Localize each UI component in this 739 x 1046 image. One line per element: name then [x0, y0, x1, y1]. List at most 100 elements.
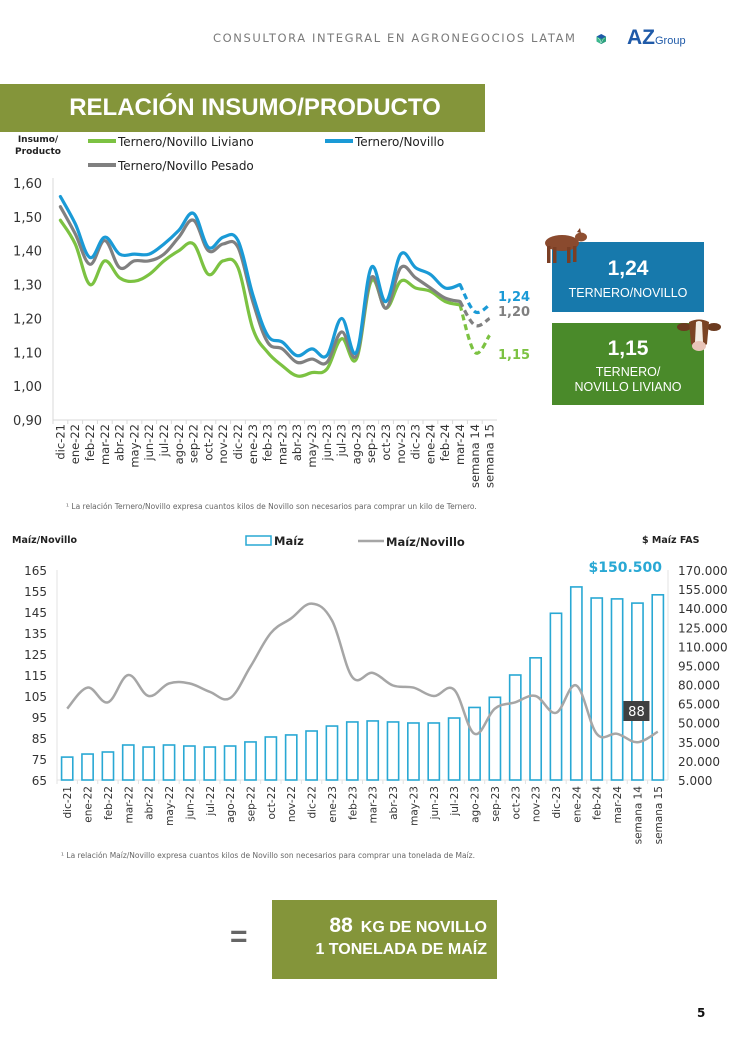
chart2-x-tick-label: ene-23 [327, 786, 339, 823]
chart2-right-tick-label: 35.000 [678, 736, 720, 750]
chart2-x-tick-label: may-22 [164, 786, 176, 826]
chart2-bar [508, 674, 522, 781]
chart2-right-tick-label: 125.000 [678, 621, 728, 635]
chart2-right-axis-title: $ Maíz FAS [642, 535, 700, 546]
chart2-left-tick-label: 65 [32, 774, 47, 788]
chart1-y-tick-label: 1,10 [13, 346, 42, 361]
chart1-x-tick-label: oct-22 [201, 424, 215, 461]
chart1-x-tick-label: ene-23 [246, 424, 260, 464]
chart2-bar [325, 725, 339, 781]
chart1-y-tick-label: 1,20 [13, 312, 42, 327]
chart2-bar [203, 746, 217, 781]
chart1-x-tick-label: ago-22 [172, 424, 186, 464]
chart1-x-tick-label: dic-22 [231, 424, 245, 460]
chart1-legend-label: Ternero/Novillo Pesado [117, 159, 254, 173]
chart2-bar [244, 741, 257, 781]
page-title: RELACIÓN INSUMO/PRODUCTO [69, 94, 441, 121]
title-banner [0, 84, 485, 132]
chart1-y-tick-label: 1,60 [13, 177, 42, 192]
chart2-x-tick-label: dic-22 [307, 786, 319, 819]
summary-line-1: 88 KG DE NOVILLO [272, 914, 487, 938]
chart2-bar [223, 745, 237, 781]
logo-wordmark: AZGroup [627, 26, 686, 50]
chart1-y-tick-label: 1,40 [13, 245, 42, 260]
chart2-x-tick-label: sep-22 [245, 786, 257, 822]
equals-sign: = [230, 920, 248, 953]
chart2-right-tick-label: 20.000 [678, 755, 720, 769]
chart1-x-tick-label: may-23 [305, 424, 319, 468]
chart2-right-tick-label: 155.000 [678, 583, 728, 597]
chart1-x-tick-label: feb-22 [83, 424, 97, 461]
chart2-bar [81, 753, 94, 781]
chart2-bar [631, 602, 644, 781]
chart2-footnote: ¹ La relación Maíz/Novillo expresa cuant… [61, 851, 476, 860]
chart2-bar [549, 612, 563, 781]
chart1-x-tick-label: dic-23 [409, 424, 423, 460]
chart2-left-tick-label: 155 [24, 585, 47, 599]
chart2-x-tick-label: oct-22 [266, 786, 278, 819]
chart2-right-tick-label: 170.000 [678, 564, 728, 578]
header-tagline: CONSULTORA INTEGRAL EN AGRONEGOCIOS LATA… [213, 31, 577, 45]
chart1-x-tick-label: nov-23 [394, 424, 408, 464]
summary-value: 88 [329, 914, 353, 937]
logo-main-text: AZ [627, 26, 655, 49]
chart2-x-tick-label: ago-23 [470, 786, 482, 823]
chart1-series-line-0 [58, 218, 462, 378]
chart2-left-tick-label: 125 [24, 648, 47, 662]
callout-ternero-novillo: 1,24 TERNERO/NOVILLO [552, 242, 704, 312]
chart2-right-tick-label: 80.000 [678, 679, 720, 693]
chart2-x-tick-label: mar-24 [612, 786, 624, 824]
chart1-x-tick-label: semana 14 [468, 424, 482, 488]
chart2-x-tick-label: abr-22 [144, 786, 156, 820]
chart2-right-tick-label: 95.000 [678, 659, 720, 673]
chart1-series-dashed-2 [458, 300, 491, 328]
chart2-x-tick-label: jun-23 [429, 786, 441, 820]
summary-line1-text: KG DE NOVILLO [360, 919, 487, 936]
chart2-x-tick-label: nov-22 [286, 786, 298, 822]
chart2-bar [366, 720, 380, 781]
chart1-series-line-2 [58, 205, 462, 366]
callout-ternero-novillo-value: 1,24 [607, 257, 649, 280]
chart2-bar [468, 706, 481, 781]
chart1-x-tick-label: jul-23 [335, 424, 349, 457]
chart2-bar [162, 744, 176, 781]
chart1-y-axis-title-1: Insumo/ [18, 135, 59, 145]
chart2-right-tick-label: 50.000 [678, 717, 720, 731]
chart1-x-tick-label: may-22 [127, 424, 141, 468]
chart2-bar [386, 721, 400, 781]
chart2-right-tick-label: 5.000 [678, 774, 712, 788]
chart1-x-tick-label: sep-23 [364, 424, 378, 463]
chart2-last-price-label: $150.500 [588, 560, 662, 576]
logo-sub-text: Group [655, 35, 686, 47]
chart2-bar [651, 594, 665, 781]
chart1-x-tick-label: ene-22 [68, 424, 82, 464]
callout-ternero-novillo-liviano: 1,15 TERNERO/ NOVILLO LIVIANO [552, 323, 704, 405]
chart1-x-tick-label: abr-22 [113, 424, 127, 461]
chart2-bar [610, 598, 624, 781]
chart2-x-tick-label: jun-22 [184, 786, 196, 820]
chart1-series [58, 194, 491, 378]
chart2-bar [60, 756, 74, 781]
chart2-x-tick-label: jul-23 [449, 786, 461, 817]
chart2-axes: 165 155 145 135 125 115 105 95 85 75 65 170.000 155.… [12, 535, 728, 844]
chart2-legend-bar-swatch [245, 535, 272, 546]
chart1-x-tick-label: mar-24 [453, 424, 467, 465]
callout-liviano-value: 1,15 [607, 337, 649, 360]
callout-liviano-label-1: TERNERO/ [595, 365, 661, 379]
chart1-x-tick-label: sep-22 [187, 424, 201, 463]
chart2-x-tick-label: oct-23 [510, 786, 522, 819]
chart2-x-tick-label: semana 14 [632, 786, 644, 845]
chart2-x-tick-label: dic-21 [62, 786, 74, 819]
chart2-last-ratio-badge [623, 701, 650, 721]
chart1-y-axis-title-2: Producto [15, 147, 61, 157]
chart2-right-tick-label: 110.000 [678, 640, 728, 654]
chart2-left-tick-label: 135 [24, 627, 47, 641]
page-number: 5 [697, 1006, 706, 1020]
chart2-annotations: $150.500 88 [588, 560, 662, 721]
chart2-left-tick-label: 165 [24, 564, 47, 578]
chart2-legend-line-label: Maíz/Novillo [386, 535, 465, 549]
chart1-y-tick-label: 1,00 [13, 380, 42, 395]
insumo-producto-line-chart: Ternero/Novillo Liviano Ternero/Novillo Te… [13, 135, 530, 488]
hexagon-leaf-logo-icon [596, 34, 606, 44]
